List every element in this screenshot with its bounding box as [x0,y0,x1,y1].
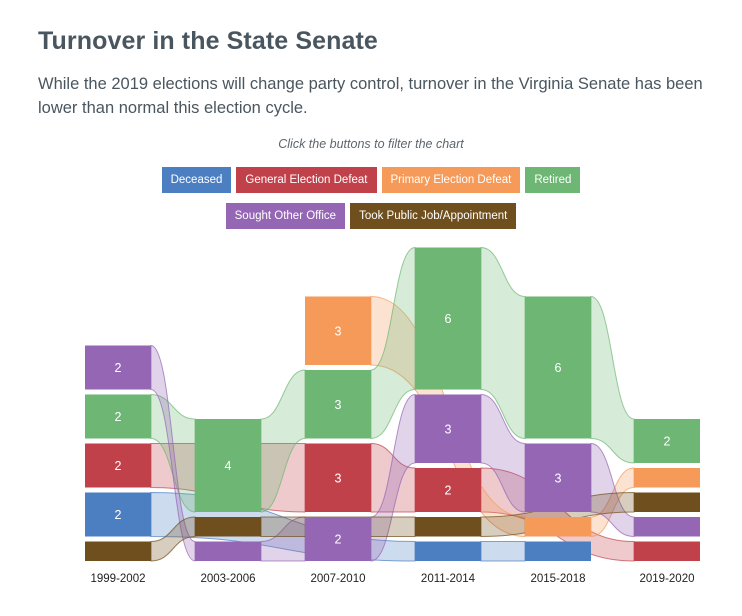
bar-value-label: 3 [335,398,342,412]
filter-button-sought-other-office[interactable]: Sought Other Office [225,203,346,229]
bar-value-label: 4 [225,459,232,473]
flow-retired-1-2 [260,369,306,513]
filter-button-took-public-job[interactable]: Took Public Job/Appointment [350,203,517,229]
page-title: Turnover in the State Senate [38,27,378,55]
x-tick-label: 2015-2018 [531,573,586,585]
flow-deceased-3-4 [480,541,526,562]
filter-button-general-election-defeat[interactable]: General Election Defeat [236,167,377,193]
bar-general-2007-2010[interactable] [305,443,371,513]
filter-hint: Click the buttons to filter the chart [278,137,464,151]
bar-value-label: 3 [335,471,342,485]
filter-button-primary-election-defeat[interactable]: Primary Election Defeat [381,167,521,193]
page-subtitle: While the 2019 elections will change par… [38,75,703,117]
bar-value-label: 2 [115,361,122,375]
bar-public-2019-2020[interactable] [634,492,700,513]
x-tick-label: 2019-2020 [640,573,695,585]
x-tick-label: 2011-2014 [421,573,476,585]
bar-value-label: 3 [335,324,342,338]
bar-value-label: 2 [115,508,122,522]
bar-sought-2003-2006[interactable] [195,541,261,562]
bar-general-2019-2020[interactable] [634,541,700,562]
bar-sought-2011-2014[interactable] [415,394,481,464]
bar-sought-1999-2002[interactable] [85,345,151,390]
bar-value-label: 2 [445,484,452,498]
bar-general-2011-2014[interactable] [415,468,481,512]
bar-value-label: 6 [445,312,452,326]
sankey-bars: 2 2 2 2 4 3 3 3 2 2 6 3 6 3 2 [85,247,700,562]
bar-value-label: 6 [555,361,562,375]
x-tick-label: 1999-2002 [91,573,146,585]
bar-retired-2011-2014[interactable] [415,247,481,390]
bar-public-2011-2014[interactable] [415,517,481,537]
bar-value-label: 2 [115,410,122,424]
bar-deceased-1999-2002[interactable] [85,492,151,537]
bar-value-label: 2 [115,459,122,473]
x-tick-label: 2007-2010 [311,573,366,585]
filter-button-deceased[interactable]: Deceased [161,167,232,193]
bar-value-label: 3 [445,422,452,436]
flow-retired-0-1 [150,393,196,513]
filter-buttons-row-1: Deceased General Election Defeat Primary… [0,167,742,193]
bar-public-1999-2002[interactable] [85,541,151,562]
x-axis-labels: 1999-2002 2003-2006 2007-2010 2011-2014 2015… [91,573,695,585]
bar-general-1999-2002[interactable] [85,443,151,488]
bar-sought-2019-2020[interactable] [634,517,700,537]
bar-retired-2015-2018[interactable] [525,296,591,439]
bar-retired-1999-2002[interactable] [85,394,151,439]
bar-deceased-2015-2018[interactable] [525,541,591,562]
bar-sought-2015-2018[interactable] [525,443,591,513]
x-tick-label: 2003-2006 [201,573,256,585]
bar-value-label: 2 [664,435,671,449]
flow-retired-2-3 [370,246,416,440]
flow-retired-4-5 [590,295,635,464]
filter-buttons-row-2: Sought Other Office Took Public Job/Appo… [0,203,742,229]
bar-deceased-2011-2014[interactable] [415,541,481,562]
bar-sought-2007-2010[interactable] [305,517,371,561]
bar-primary-2019-2020[interactable] [634,468,700,488]
bar-value-label: 2 [335,533,342,547]
bar-value-label: 3 [555,471,562,485]
bar-public-2003-2006[interactable] [195,517,261,537]
bar-primary-2007-2010[interactable] [305,296,371,366]
bar-primary-2015-2018[interactable] [525,517,591,537]
sankey-chart: 2 2 2 2 4 3 3 3 2 2 6 3 6 3 2 1999-2002 2003-2006 2007-20… [85,246,700,585]
filter-button-retired[interactable]: Retired [525,167,581,193]
bar-retired-2003-2006[interactable] [195,419,261,512]
bar-retired-2019-2020[interactable] [634,419,700,463]
bar-retired-2007-2010[interactable] [305,370,371,439]
